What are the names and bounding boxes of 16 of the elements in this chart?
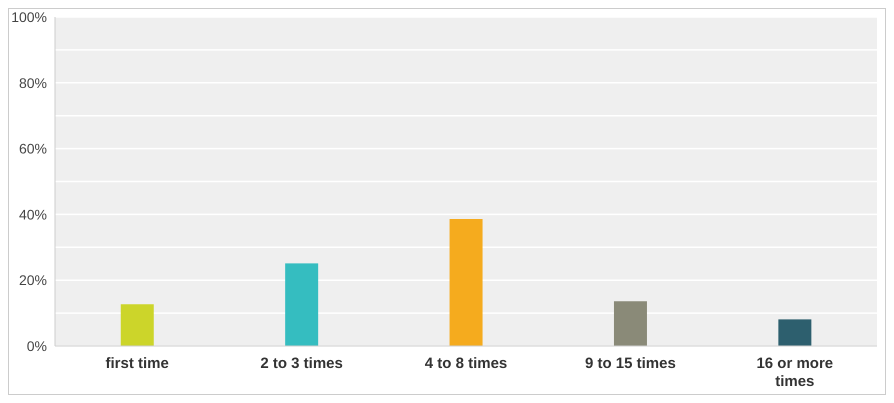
y-tick-label: 20% [18,272,47,288]
x-tick-label: 2 to 3 times [260,355,343,372]
bar [285,263,318,346]
y-tick-label: 60% [18,140,47,157]
y-tick-label: 80% [18,74,47,91]
y-tick-label: 100% [11,8,47,25]
bar [450,219,483,346]
y-tick-label: 0% [26,338,47,354]
y-tick-label: 40% [18,206,47,222]
x-tick-label: first time [106,355,169,372]
bar [120,304,154,346]
x-tick-label: 9 to 15 times [584,355,676,372]
bar [614,301,647,346]
x-tick-label: 4 to 8 times [424,355,508,372]
bar [778,319,812,346]
x-tick-label: 16 or more times [756,355,834,390]
